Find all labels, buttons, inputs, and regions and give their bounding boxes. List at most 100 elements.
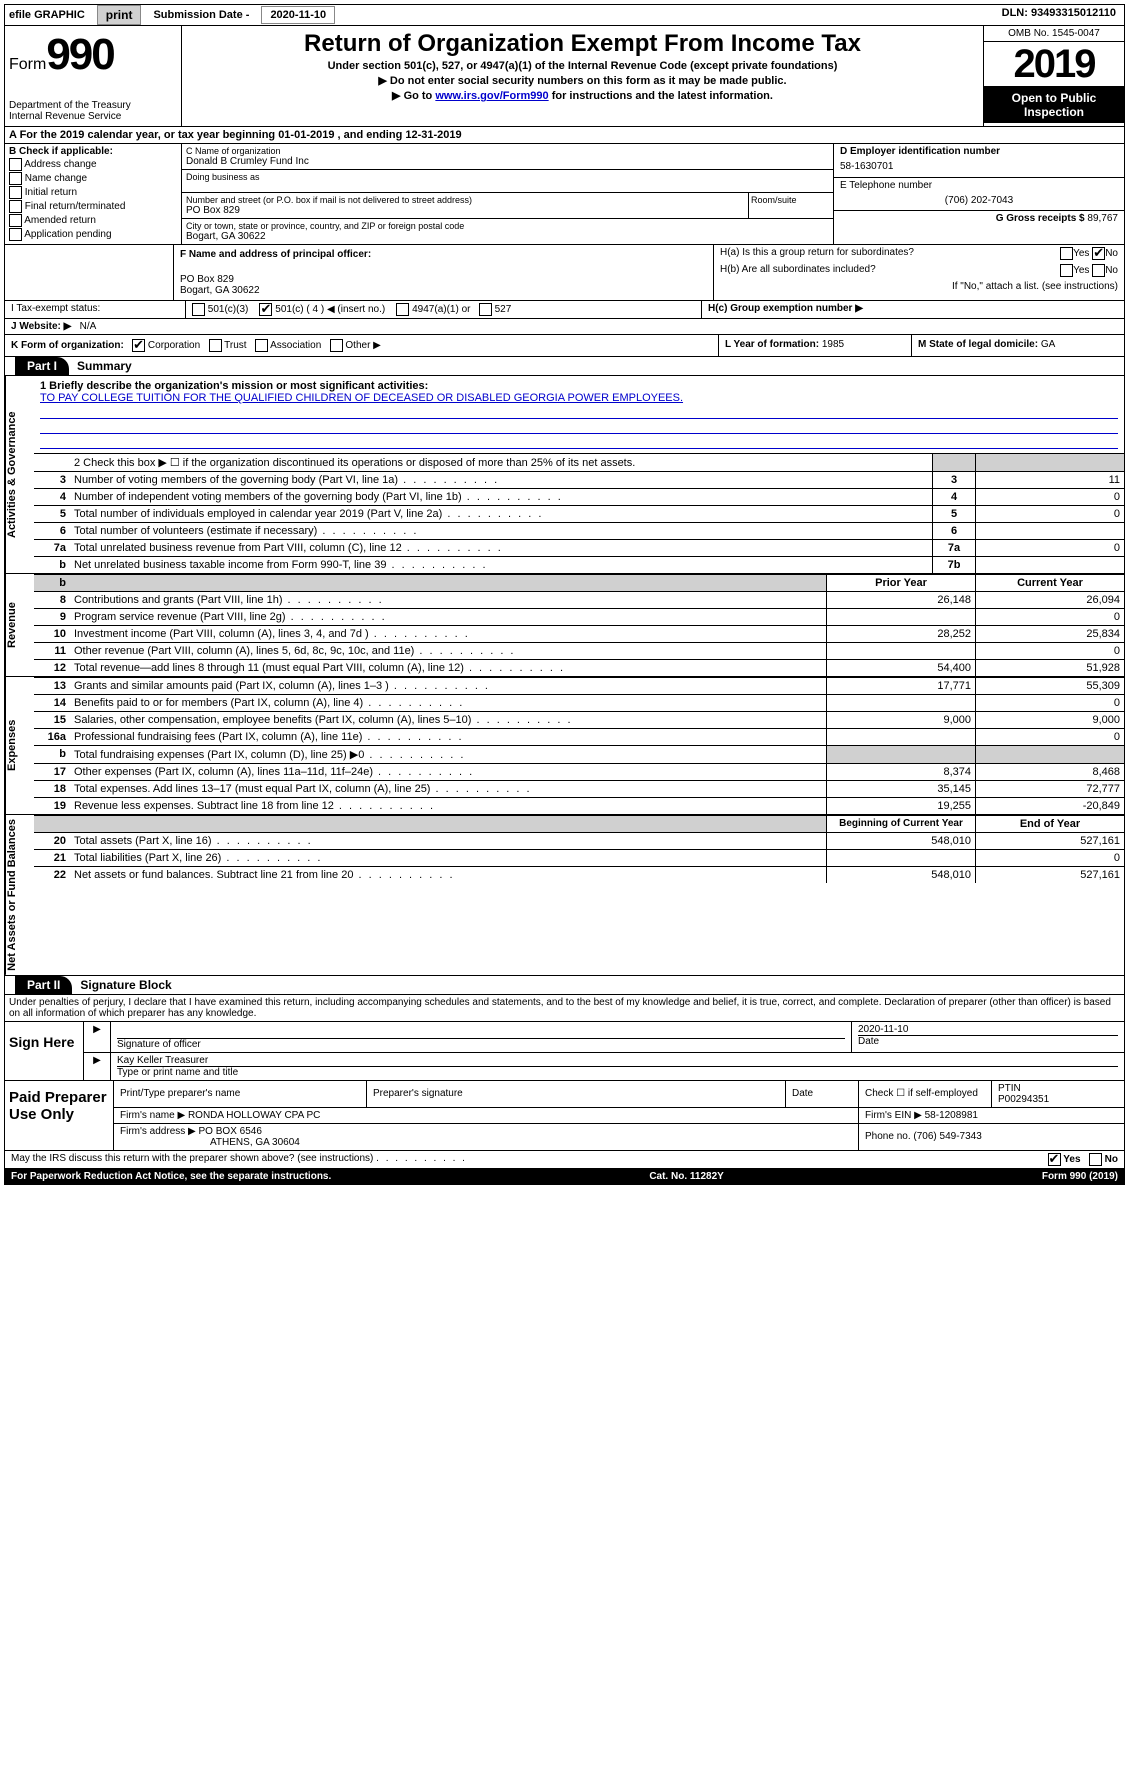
year-formation: L Year of formation: 1985 [718,335,911,356]
prep-h3: Date [786,1081,859,1108]
exp-block: Expenses 13Grants and similar amounts pa… [4,677,1125,815]
table-row: 16aProfessional fundraising fees (Part I… [34,729,1124,746]
table-row: bTotal fundraising expenses (Part IX, co… [34,746,1124,764]
discuss-text: May the IRS discuss this return with the… [11,1153,373,1164]
cat-no: Cat. No. 11282Y [649,1171,723,1182]
addr-value: PO Box 829 [186,205,744,216]
omb-number: OMB No. 1545-0047 [984,26,1124,42]
net-block: Net Assets or Fund Balances Beginning of… [4,815,1125,976]
hc-cell: H(c) Group exemption number ▶ [701,301,1124,318]
side-net: Net Assets or Fund Balances [5,815,34,975]
website-value: N/A [80,321,97,332]
current-head: Current Year [976,575,1125,592]
subtitle-2: ▶ Do not enter social security numbers o… [186,74,979,87]
check-initial[interactable]: Initial return [9,186,177,199]
row-i: I Tax-exempt status: 501(c)(3) 501(c) ( … [4,301,1125,319]
open-line1: Open to Public [986,91,1122,105]
sig-officer-hint: Signature of officer [117,1039,845,1050]
subtitle-1: Under section 501(c), 527, or 4947(a)(1)… [186,60,979,72]
room-cell: Room/suite [748,193,833,218]
ein-value: 58-1630701 [840,161,1118,172]
hc-label: H(c) Group exemption number ▶ [708,303,863,314]
phone-cell: E Telephone number (706) 202-7043 [834,178,1124,212]
dba-hint: Doing business as [186,172,829,182]
form-990-footer: Form 990 (2019) [1042,1171,1118,1182]
check-address[interactable]: Address change [9,158,177,171]
end-head: End of Year [976,816,1125,833]
addr-hint: Number and street (or P.O. box if mail i… [186,195,744,205]
ptin-label: PTIN [998,1083,1118,1094]
paid-preparer-block: Paid Preparer Use Only Print/Type prepar… [4,1081,1125,1151]
q2-text: 2 Check this box ▶ ☐ if the organization… [70,454,933,472]
sig-name-hint: Type or print name and title [117,1067,1118,1078]
check-pending[interactable]: Application pending [9,228,177,241]
officer-addr1: PO Box 829 [180,274,707,285]
gross-cell: G Gross receipts $ 89,767 [834,211,1124,244]
perjury-text: Under penalties of perjury, I declare th… [4,995,1125,1022]
table-row: 3Number of voting members of the governi… [34,472,1124,489]
prep-h1: Print/Type preparer's name [114,1081,367,1108]
firm-phone-cell: Phone no. (706) 549-7343 [859,1123,1125,1150]
table-row: 21Total liabilities (Part X, line 26)0 [34,850,1124,867]
table-row: 12Total revenue—add lines 8 through 11 (… [34,660,1124,677]
firm-name-cell: Firm's name ▶ RONDA HOLLOWAY CPA PC [114,1107,859,1123]
ptin-cell: PTINP00294351 [992,1081,1125,1108]
table-row: 10Investment income (Part VIII, column (… [34,626,1124,643]
paperwork-text: For Paperwork Reduction Act Notice, see … [11,1171,331,1182]
block-fh: F Name and address of principal officer:… [4,245,1125,301]
officer-hint: F Name and address of principal officer: [180,249,707,260]
rev-block: Revenue bPrior YearCurrent Year 8Contrib… [4,574,1125,677]
subdate-label: Submission Date - [149,9,253,21]
irs-label: Internal Revenue Service [9,111,177,122]
hb-answer: Yes No [1060,264,1118,277]
table-row: 13Grants and similar amounts paid (Part … [34,678,1124,695]
exp-table: 13Grants and similar amounts paid (Part … [34,677,1124,814]
block-bcd: B Check if applicable: Address change Na… [4,144,1125,245]
subdate-value: 2020-11-10 [261,6,335,24]
check-amended[interactable]: Amended return [9,214,177,227]
net-table: Beginning of Current YearEnd of Year 20T… [34,815,1124,883]
table-row: 7aTotal unrelated business revenue from … [34,540,1124,557]
part2-tab: Part II [15,976,72,994]
row-a-period: A For the 2019 calendar year, or tax yea… [4,127,1125,144]
state-domicile: M State of legal domicile: GA [911,335,1124,356]
city-cell: City or town, state or province, country… [182,219,833,244]
check-name[interactable]: Name change [9,172,177,185]
goto-post: for instructions and the latest informat… [549,90,773,102]
ptin-val: P00294351 [998,1094,1118,1105]
table-row: 22Net assets or fund balances. Subtract … [34,867,1124,884]
table-row: 11Other revenue (Part VIII, column (A), … [34,643,1124,660]
table-row: 18Total expenses. Add lines 13–17 (must … [34,781,1124,798]
goto-pre: ▶ Go to [392,90,435,102]
sign-here-label: Sign Here [5,1022,84,1080]
part1-tab: Part I [15,357,69,375]
arrow-icon: ▶ [84,1053,111,1080]
prep-h2: Preparer's signature [367,1081,786,1108]
table-row: 5Total number of individuals employed in… [34,506,1124,523]
discuss-answer: Yes No [1048,1153,1119,1166]
column-f: F Name and address of principal officer:… [174,245,713,300]
sign-here-block: Sign Here ▶ Signature of officer 2020-11… [4,1022,1125,1081]
table-row: 6Total number of volunteers (estimate if… [34,523,1124,540]
table-row: 15Salaries, other compensation, employee… [34,712,1124,729]
paperwork-footer: For Paperwork Reduction Act Notice, see … [4,1169,1125,1185]
irs-link[interactable]: www.irs.gov/Form990 [435,90,548,102]
part2-title: Signature Block [72,976,179,994]
discuss-row: May the IRS discuss this return with the… [4,1151,1125,1169]
check-final[interactable]: Final return/terminated [9,200,177,213]
form-header: Form990 Department of the Treasury Inter… [4,26,1125,127]
table-row: 17Other expenses (Part IX, column (A), l… [34,764,1124,781]
rev-table: bPrior YearCurrent Year 8Contributions a… [34,574,1124,676]
part1-header: Part I Summary [4,357,1125,376]
mission-box: 1 Briefly describe the organization's mi… [34,376,1124,453]
ein-hint: D Employer identification number [840,146,1118,157]
sig-date-val: 2020-11-10 [858,1024,1118,1036]
print-button[interactable]: print [97,5,142,25]
table-row: 9Program service revenue (Part VIII, lin… [34,609,1124,626]
prior-head: Prior Year [827,575,976,592]
column-h: H(a) Is this a group return for subordin… [713,245,1124,300]
open-public-badge: Open to Public Inspection [984,87,1124,123]
city-value: Bogart, GA 30622 [186,231,829,242]
firm-ein-cell: Firm's EIN ▶ 58-1208981 [859,1107,1125,1123]
subtitle-3: ▶ Go to www.irs.gov/Form990 for instruct… [186,89,979,102]
